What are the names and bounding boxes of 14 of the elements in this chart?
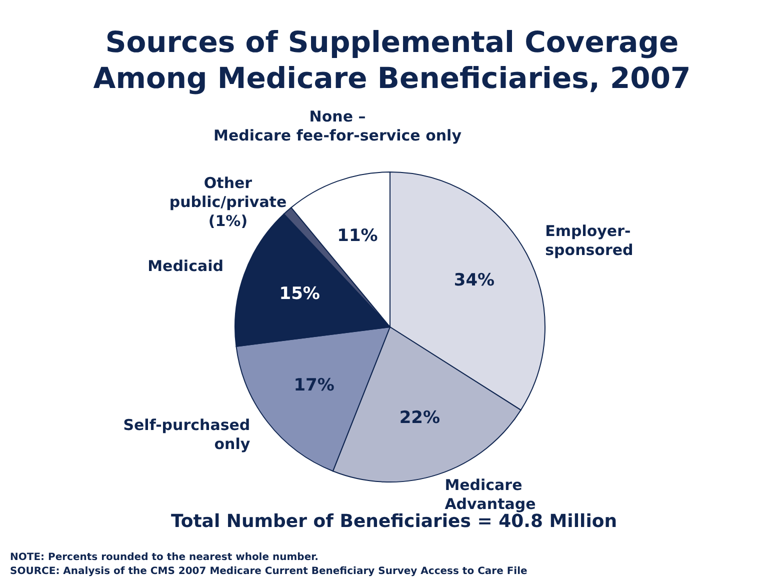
slice-label: Employer- sponsored [545, 222, 634, 260]
slice-label: None – Medicare fee-for-service only [214, 108, 462, 145]
slice-label: Other public/private (1%) [169, 174, 287, 230]
slice-label: Self-purchased only [123, 416, 250, 454]
slice-label: Medicare Advantage [444, 476, 536, 513]
data-label: 11% [337, 226, 378, 246]
data-label: 22% [399, 408, 440, 428]
text: NOTE: Percents rounded to the nearest whole number. [10, 552, 318, 563]
data-label: 15% [279, 284, 320, 304]
data-label: 17% [294, 376, 334, 396]
data-label: 34% [454, 270, 495, 290]
source-note: SOURCE: Analysis of the CMS 2007 Medicare Current Beneficiary Survey Access to Care File [10, 566, 528, 577]
chart-title: Sources of Supplemental Coverage Among Medicare Beneficiaries, 2007 [93, 24, 691, 95]
slice-label: Medicaid [148, 257, 224, 276]
